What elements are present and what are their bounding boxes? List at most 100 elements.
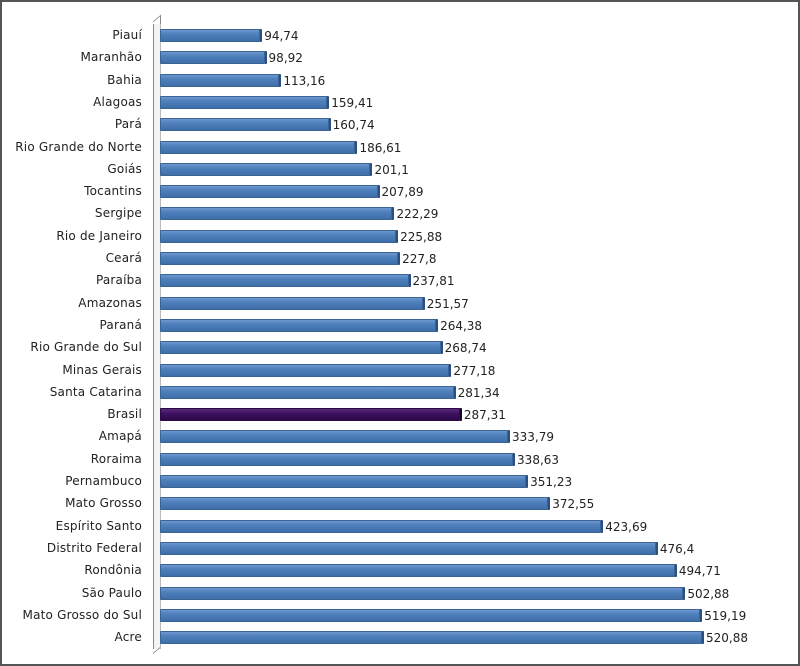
bar-row: Roraima 338,63 — [2, 450, 800, 472]
category-label: Mato Grosso do Sul — [22, 607, 142, 622]
category-label: Rio de Janeiro — [56, 228, 142, 243]
bar — [160, 452, 514, 466]
bar-row: Mato Grosso do Sul 519,19 — [2, 606, 800, 628]
bar — [160, 185, 378, 199]
bar — [160, 608, 701, 622]
category-label: Maranhão — [80, 50, 142, 65]
bar-row: Mato Grosso 372,55 — [2, 494, 800, 516]
bar — [160, 118, 329, 132]
data-label: 494,71 — [678, 564, 721, 579]
bar — [160, 564, 675, 578]
bar-row: Rondônia 494,71 — [2, 561, 800, 583]
bar — [160, 274, 409, 288]
data-label: 351,23 — [530, 475, 573, 489]
bar — [160, 519, 602, 533]
data-label: 227,8 — [402, 252, 437, 266]
bar-row: Rio Grande do Sul 268,74 — [2, 338, 800, 360]
data-label: 372,55 — [552, 497, 595, 512]
category-axis — [153, 24, 161, 649]
category-label: Goiás — [107, 161, 142, 176]
category-label: São Paulo — [81, 585, 142, 600]
category-label: Rio Grande do Norte — [15, 139, 142, 154]
data-label: 237,81 — [412, 274, 455, 289]
category-label: Amazonas — [78, 295, 142, 310]
category-label: Rondônia — [84, 563, 142, 578]
bar — [160, 229, 397, 243]
bar-row: Brasil 287,31 — [2, 405, 800, 427]
category-label: Tocantins — [84, 184, 142, 199]
data-label: 520,88 — [706, 631, 748, 646]
bar-row: Rio Grande do Norte 186,61 — [2, 138, 800, 160]
bar — [160, 95, 328, 109]
category-label: Santa Catarina — [49, 384, 142, 399]
data-label: 333,79 — [512, 430, 555, 445]
category-label: Bahia — [107, 72, 142, 87]
bar-row: Piauí 94,74 — [2, 26, 800, 48]
bar — [160, 296, 423, 310]
category-label: Distrito Federal — [46, 540, 142, 555]
bar-row: Paraíba 237,81 — [2, 271, 800, 293]
bar-row: Ceará 227,8 — [2, 249, 800, 271]
bar — [160, 363, 450, 377]
bar-row: Sergipe 222,29 — [2, 204, 800, 226]
data-label: 277,18 — [453, 363, 496, 378]
bar — [160, 497, 549, 511]
data-label: 264,38 — [440, 318, 483, 333]
category-label: Pará — [114, 117, 142, 132]
data-label: 281,34 — [457, 385, 500, 400]
bar-row: Amazonas 251,57 — [2, 294, 800, 316]
data-label: 113,16 — [283, 73, 326, 88]
category-label: Acre — [114, 630, 142, 645]
bar — [160, 318, 437, 332]
bar-row: Pará 160,74 — [2, 115, 800, 137]
category-label: Ceará — [105, 251, 142, 265]
bar-row: Tocantins 207,89 — [2, 182, 800, 204]
bar-row: Alagoas 159,41 — [2, 93, 800, 115]
data-label: 98,92 — [268, 51, 303, 66]
bar — [160, 207, 393, 221]
data-label: 225,88 — [400, 229, 443, 244]
data-label: 94,74 — [264, 29, 299, 43]
data-label: 519,19 — [704, 608, 747, 623]
bar-row: Acre 520,88 — [2, 628, 800, 650]
category-label: Pernambuco — [65, 474, 142, 488]
bar — [160, 252, 399, 265]
bar-row: Minas Gerais 277,18 — [2, 361, 800, 383]
bar — [160, 541, 656, 555]
bar-highlight — [160, 408, 460, 422]
category-label: Espírito Santo — [55, 518, 142, 533]
data-label: 268,74 — [444, 341, 487, 356]
bar-row: Pernambuco 351,23 — [2, 472, 800, 494]
bar-row: Paraná 264,38 — [2, 316, 800, 338]
bar — [160, 73, 280, 87]
bar — [160, 475, 527, 488]
bar-row: Goiás 201,1 — [2, 160, 800, 182]
category-label: Mato Grosso — [65, 496, 142, 511]
category-label: Alagoas — [93, 94, 142, 109]
bar-row: Rio de Janeiro 225,88 — [2, 227, 800, 249]
data-label: 201,1 — [374, 162, 409, 177]
category-label: Amapá — [98, 429, 142, 444]
bar-row: Espírito Santo 423,69 — [2, 517, 800, 539]
bar-row: Santa Catarina 281,34 — [2, 383, 800, 405]
category-label: Rio Grande do Sul — [30, 340, 142, 355]
category-label: Brasil — [107, 407, 142, 422]
category-label: Paraíba — [95, 273, 142, 288]
bar — [160, 385, 454, 399]
data-label: 338,63 — [517, 452, 560, 467]
bar — [160, 162, 371, 176]
bar-row: Bahia 113,16 — [2, 71, 800, 93]
bar-row: Maranhão 98,92 — [2, 48, 800, 70]
data-label: 251,57 — [426, 296, 469, 311]
bar — [160, 341, 441, 355]
bar — [160, 586, 684, 600]
data-label: 186,61 — [359, 140, 402, 155]
category-label: Paraná — [99, 317, 142, 332]
data-label: 222,29 — [396, 207, 439, 222]
data-label: 502,88 — [687, 586, 730, 601]
category-label: Roraima — [90, 451, 142, 466]
bar-row: Distrito Federal 476,4 — [2, 539, 800, 561]
data-label: 423,69 — [605, 519, 648, 534]
bar — [160, 51, 265, 65]
